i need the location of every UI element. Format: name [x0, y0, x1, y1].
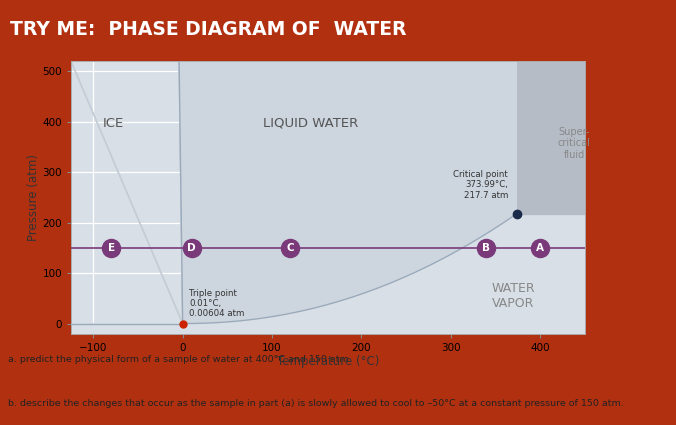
- Text: C: C: [286, 243, 293, 253]
- Polygon shape: [71, 61, 585, 334]
- Text: LIQUID WATER: LIQUID WATER: [263, 117, 358, 130]
- X-axis label: Temperature (°C): Temperature (°C): [276, 355, 379, 368]
- Text: Super-
critical
fluid: Super- critical fluid: [558, 127, 590, 160]
- Text: WATER
VAPOR: WATER VAPOR: [491, 282, 535, 310]
- Polygon shape: [71, 0, 183, 323]
- Text: a. predict the physical form of a sample of water at 400°C and 150 atm.: a. predict the physical form of a sample…: [8, 355, 352, 364]
- Text: D: D: [187, 243, 196, 253]
- Text: TRY ME:  PHASE DIAGRAM OF  WATER: TRY ME: PHASE DIAGRAM OF WATER: [10, 20, 407, 39]
- Text: Critical point
373.99°C,
217.7 atm: Critical point 373.99°C, 217.7 atm: [453, 170, 508, 200]
- Polygon shape: [517, 61, 585, 214]
- Text: A: A: [536, 243, 544, 253]
- Text: B: B: [483, 243, 491, 253]
- Y-axis label: Pressure (atm): Pressure (atm): [26, 154, 40, 241]
- Text: b. describe the changes that occur as the sample in part (a) is slowly allowed t: b. describe the changes that occur as th…: [8, 399, 624, 408]
- Polygon shape: [71, 0, 517, 323]
- Text: ICE: ICE: [102, 117, 124, 130]
- Text: Triple point
0.01°C,
0.00604 atm: Triple point 0.01°C, 0.00604 atm: [189, 289, 244, 318]
- Text: E: E: [107, 243, 115, 253]
